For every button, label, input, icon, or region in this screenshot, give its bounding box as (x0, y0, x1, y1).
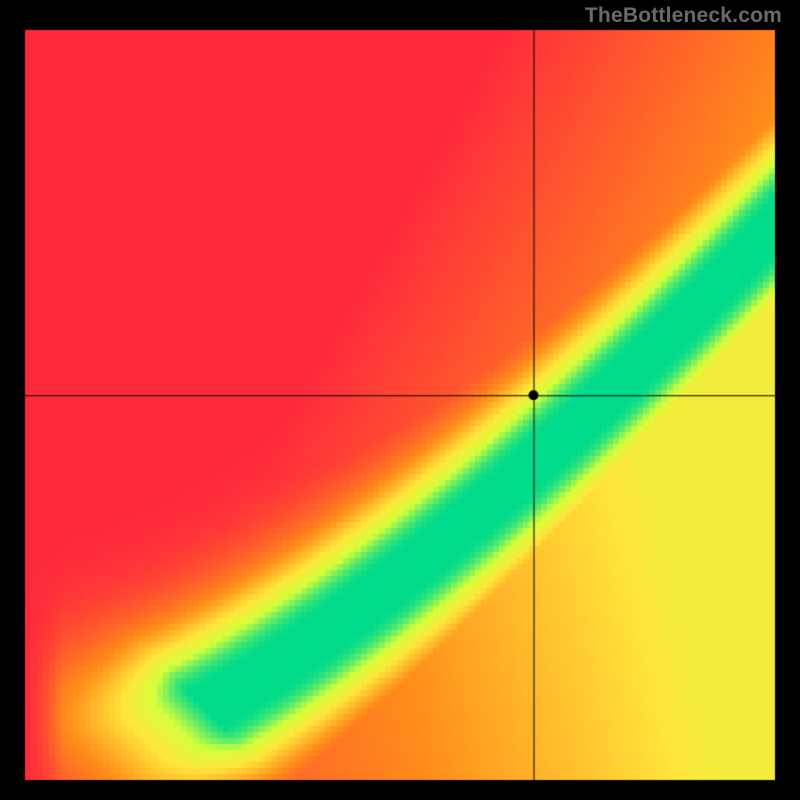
watermark-text: TheBottleneck.com (585, 4, 782, 28)
bottleneck-heatmap-canvas (0, 0, 800, 800)
chart-container: TheBottleneck.com (0, 0, 800, 800)
